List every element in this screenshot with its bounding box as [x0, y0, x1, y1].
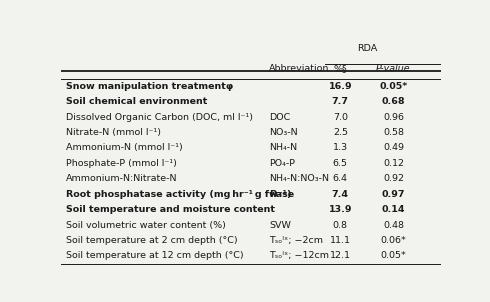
Text: Pase: Pase — [270, 190, 294, 199]
Text: 0.8: 0.8 — [333, 220, 348, 230]
Text: 0.05*: 0.05* — [381, 252, 406, 260]
Text: Soil temperature at 12 cm depth (°C): Soil temperature at 12 cm depth (°C) — [66, 252, 244, 260]
Text: 0.12: 0.12 — [383, 159, 404, 168]
Text: Soil chemical environment: Soil chemical environment — [66, 97, 207, 106]
Text: 12.1: 12.1 — [330, 252, 351, 260]
Text: Snow manipulation treatmentφ: Snow manipulation treatmentφ — [66, 82, 233, 91]
Text: 0.68: 0.68 — [382, 97, 405, 106]
Text: RDA: RDA — [357, 44, 377, 53]
Text: Tₛₒᴵˣ; −12cm: Tₛₒᴵˣ; −12cm — [270, 252, 329, 260]
Text: NH₄-N:NO₃-N: NH₄-N:NO₃-N — [270, 174, 329, 183]
Text: 0.14: 0.14 — [382, 205, 405, 214]
Text: Soil volumetric water content (%): Soil volumetric water content (%) — [66, 220, 226, 230]
Text: Root phosphatase activity (mg hr⁻¹ g fw⁻¹): Root phosphatase activity (mg hr⁻¹ g fw⁻… — [66, 190, 292, 199]
Text: Soil temperature at 2 cm depth (°C): Soil temperature at 2 cm depth (°C) — [66, 236, 238, 245]
Text: Soil temperature and moisture content: Soil temperature and moisture content — [66, 205, 275, 214]
Text: SVW: SVW — [270, 220, 291, 230]
Text: 11.1: 11.1 — [330, 236, 351, 245]
Text: 7.7: 7.7 — [332, 97, 349, 106]
Text: NH₄-N: NH₄-N — [270, 143, 297, 153]
Text: 0.58: 0.58 — [383, 128, 404, 137]
Text: 1.3: 1.3 — [333, 143, 348, 153]
Text: PO₄-P: PO₄-P — [270, 159, 295, 168]
Text: Phosphate-P (mmol l⁻¹): Phosphate-P (mmol l⁻¹) — [66, 159, 177, 168]
Text: 0.06*: 0.06* — [381, 236, 406, 245]
Text: 7.4: 7.4 — [332, 190, 349, 199]
Text: DOC: DOC — [270, 113, 291, 122]
Text: 6.5: 6.5 — [333, 159, 348, 168]
Text: 2.5: 2.5 — [333, 128, 348, 137]
Text: NO₃-N: NO₃-N — [270, 128, 298, 137]
Text: 13.9: 13.9 — [329, 205, 352, 214]
Text: 0.92: 0.92 — [383, 174, 404, 183]
Text: Nitrate-N (mmol l⁻¹): Nitrate-N (mmol l⁻¹) — [66, 128, 161, 137]
Text: Abbreviation: Abbreviation — [270, 64, 330, 73]
Text: 7.0: 7.0 — [333, 113, 348, 122]
Text: Ammonium-N (mmol l⁻¹): Ammonium-N (mmol l⁻¹) — [66, 143, 183, 153]
Text: Tₛₒᴵˣ; −2cm: Tₛₒᴵˣ; −2cm — [270, 236, 323, 245]
Text: P-value: P-value — [376, 64, 411, 73]
Text: 0.49: 0.49 — [383, 143, 404, 153]
Text: 0.96: 0.96 — [383, 113, 404, 122]
Text: Ammonium-N:Nitrate-N: Ammonium-N:Nitrate-N — [66, 174, 177, 183]
Text: 0.48: 0.48 — [383, 220, 404, 230]
Text: Dissolved Organic Carbon (DOC, ml l⁻¹): Dissolved Organic Carbon (DOC, ml l⁻¹) — [66, 113, 253, 122]
Text: %§: %§ — [334, 64, 347, 73]
Text: 16.9: 16.9 — [329, 82, 352, 91]
Text: 0.97: 0.97 — [382, 190, 405, 199]
Text: 0.05*: 0.05* — [379, 82, 408, 91]
Text: 6.4: 6.4 — [333, 174, 348, 183]
